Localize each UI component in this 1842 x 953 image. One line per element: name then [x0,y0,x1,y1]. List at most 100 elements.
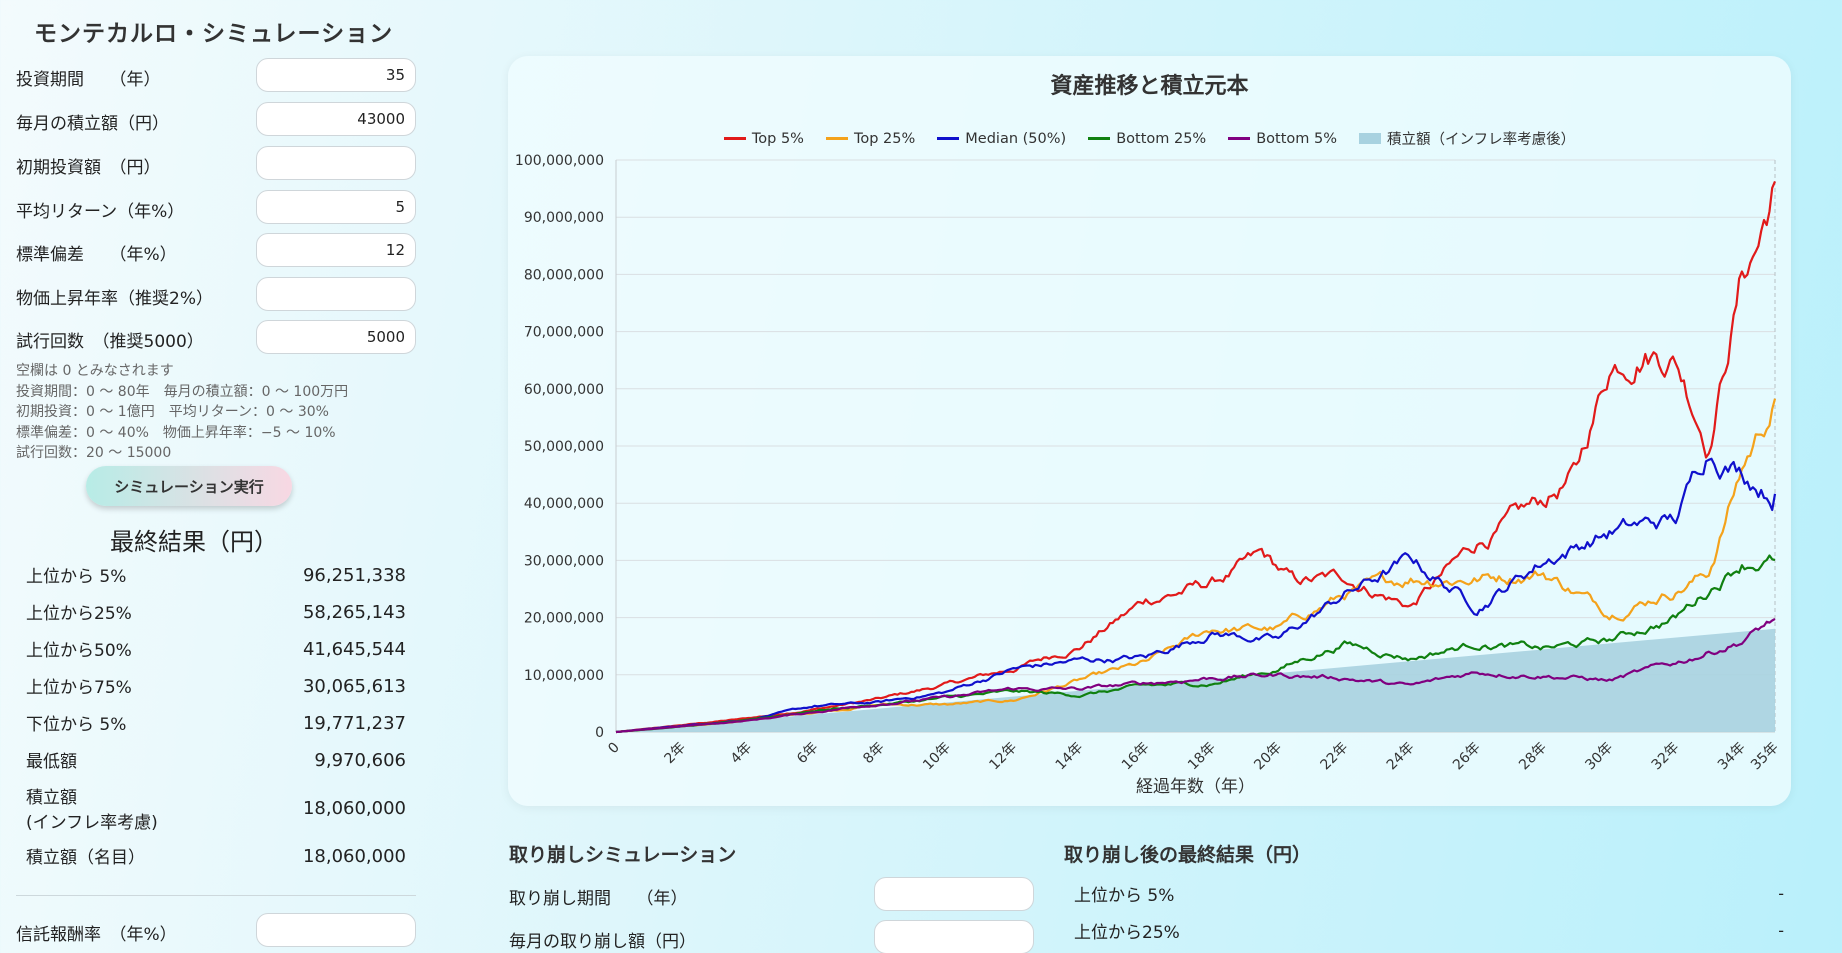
app-title: モンテカルロ・シミュレーション [34,21,394,47]
result-label: 上位から25% [26,604,132,624]
x-tick-label: 16年 [1119,740,1153,774]
fee-label: 信託報酬率 （年%） [16,925,177,945]
final-results-title: 最終結果（円） [110,528,278,556]
legend-swatch [1228,137,1251,140]
legend-item[interactable]: Top 5% [723,128,804,149]
result-value: 19,771,237 [302,713,406,734]
legend-label: Top 5% [751,130,804,147]
input-row-withdrawal-amount: 毎月の取り崩し額（円） [509,920,1034,953]
input-row-return: 平均リターン（年%） [16,190,416,224]
legend-label: Median (50%) [965,130,1067,147]
result-label: 上位から75% [26,678,132,698]
legend-label: Bottom 5% [1256,130,1338,147]
average-return-input[interactable] [256,190,416,224]
result-label: 積立額 (インフレ率考慮) [26,788,158,833]
result-value: 9,970,606 [314,750,406,771]
trials-input[interactable] [256,320,416,354]
input-row-monthly: 毎月の積立額（円） [16,102,416,136]
trials-label: 試行回数 （推奨5000） [16,332,204,352]
std-dev-input[interactable] [256,233,416,267]
legend-item[interactable]: Bottom 25% [1088,128,1206,149]
legend-swatch [1359,133,1382,144]
x-tick-label: 34年 [1715,740,1749,774]
withdrawal-amount-input[interactable] [874,920,1034,953]
y-tick-label: 60,000,000 [524,382,604,398]
withdrawal-period-input[interactable] [874,877,1034,911]
y-tick-label: 10,000,000 [524,668,604,684]
result-label: 最低額 [26,752,77,772]
x-tick-label: 18年 [1185,740,1219,774]
result-label: 下位から 5% [26,715,127,735]
fee-input[interactable] [256,913,416,947]
result-label: 積立額（名目） [26,848,145,868]
legend-label: Top 25% [853,130,916,147]
x-axis-label: 経過年数（年） [1136,777,1255,797]
x-tick-label: 10年 [920,740,954,774]
y-tick-label: 30,000,000 [524,553,604,569]
inflation-label: 物価上昇年率（推奨2%） [16,289,213,309]
note-line: 初期投資：0 〜 1億円 平均リターン：0 〜 30% [16,404,329,420]
result-value: 18,060,000 [302,798,406,819]
legend-label: 積立額（インフレ率考慮後） [1387,132,1576,148]
y-tick-label: 90,000,000 [524,210,604,226]
withdrawal-title: 取り崩しシミュレーション [509,844,737,866]
x-tick-label: 35年 [1748,740,1782,774]
input-row-withdrawal-period: 取り崩し期間 （年） [509,877,1034,911]
input-row-inflation: 物価上昇年率（推奨2%） [16,277,416,311]
x-tick-label: 24年 [1384,740,1418,774]
withdrawal-results-title: 取り崩し後の最終結果（円） [1064,844,1312,866]
input-row-initial: 初期投資額 （円） [16,146,416,180]
series-line [615,180,1777,734]
legend-swatch [825,137,848,140]
initial-investment-label: 初期投資額 （円） [16,158,161,178]
divider [16,895,416,896]
legend-item[interactable]: Bottom 5% [1228,128,1337,149]
note-line: 投資期間：0 〜 80年 毎月の積立額：0 〜 100万円 [16,383,349,400]
result-label: 上位から25% [1074,923,1180,943]
x-tick-label: 2年 [662,740,690,768]
legend-item[interactable]: Median (50%) [937,128,1066,149]
legend-item[interactable]: 積立額（インフレ率考慮後） [1359,128,1575,149]
y-tick-label: 40,000,000 [524,496,604,512]
result-value: 30,065,613 [302,676,406,697]
result-value: - [1778,884,1784,903]
series-line [615,617,1776,734]
y-tick-label: 100,000,000 [515,153,604,169]
legend-swatch [723,137,746,140]
x-tick-label: 32年 [1649,740,1683,774]
monthly-amount-label: 毎月の積立額（円） [16,114,169,134]
result-label: 上位から 5% [26,567,127,587]
note-line: 空欄は 0 とみなされます [16,363,174,379]
result-label: 上位から50% [26,641,132,661]
note-line: 標準偏差：0 〜 40% 物価上昇年率：−5 〜 10% [16,424,336,441]
asset-chart: 0 10,000,000 20,000,000 30,000,000 40,000,00… [515,153,1782,797]
result-value: 41,645,544 [302,639,406,660]
chart-title: 資産推移と積立元本 [1050,74,1249,99]
x-tick-label: 12年 [986,740,1020,774]
input-notes: 空欄は 0 とみなされます 投資期間：0 〜 80年 毎月の積立額：0 〜 10… [16,361,348,464]
y-tick-label: 0 [595,725,604,741]
legend-swatch [937,137,960,140]
input-row-fee: 信託報酬率 （年%） [16,913,416,947]
legend-item[interactable]: Top 25% [825,128,916,149]
result-value: 58,265,143 [302,602,406,623]
chart-card: 資産推移と積立元本 Top 5% Top 25% Median (50%) Bo… [508,56,1791,806]
x-tick-label: 22年 [1318,740,1352,774]
y-tick-label: 20,000,000 [524,611,604,627]
x-tick-label: 30年 [1582,740,1616,774]
withdrawal-period-label: 取り崩し期間 （年） [509,889,688,909]
period-input[interactable] [256,58,416,92]
x-tick-label: 14年 [1053,740,1087,774]
input-row-period: 投資期間 （年） [16,58,416,92]
result-label: 上位から 5% [1074,886,1175,906]
initial-investment-input[interactable] [256,146,416,180]
inflation-input[interactable] [256,277,416,311]
x-tick-label: 0 [605,740,623,758]
chart-legend: Top 5% Top 25% Median (50%) Bottom 25% B… [508,128,1791,149]
result-value: 96,251,338 [302,565,406,586]
x-tick-label: 20年 [1251,740,1285,774]
y-tick-label: 50,000,000 [524,439,604,455]
run-simulation-button[interactable]: シミュレーション実行 [86,466,292,506]
monthly-amount-input[interactable] [256,102,416,136]
x-tick-label: 4年 [728,740,756,768]
